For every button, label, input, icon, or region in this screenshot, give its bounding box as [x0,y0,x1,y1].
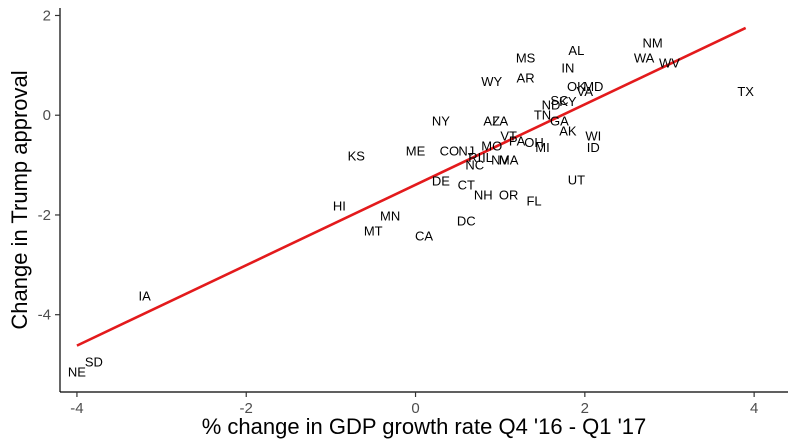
point-label-mi: MI [535,140,549,155]
point-label-id: ID [587,140,600,155]
axes [59,8,788,393]
x-axis-title: % change in GDP growth rate Q4 '16 - Q1 … [202,414,647,439]
point-label-nh: NH [474,188,493,203]
point-label-il: IL [482,150,493,165]
point-label-oh: OH [524,135,544,150]
point-label-tn: TN [534,108,551,123]
point-label-sd: SD [85,355,103,370]
plot-area [76,26,747,347]
point-label-nm: NM [642,35,662,50]
point-label-de: DE [432,174,450,189]
point-label-me: ME [406,144,426,159]
point-label-co: CO [440,144,460,159]
point-label-hi: HI [333,198,346,213]
point-label-ga: GA [550,114,569,129]
x-tick-label: 2 [581,400,589,417]
point-label-wi: WI [585,129,601,144]
point-label-ms: MS [516,50,536,65]
point-label-sc: SC [550,93,568,108]
point-label-ri: RI [468,150,481,165]
point-label-in: IN [561,60,574,75]
x-tick-label: -4 [70,400,83,417]
point-label-vt: VT [500,129,517,144]
point-label-wv: WV [659,55,680,70]
point-label-ca: CA [415,228,433,243]
y-tick-label: -4 [38,307,51,324]
point-label-md: MD [583,79,603,94]
point-label-tx: TX [737,84,754,99]
point-label-ut: UT [568,173,585,188]
point-label-nc: NC [465,158,484,173]
point-label-va: VA [577,84,594,99]
point-label-mo: MO [481,139,502,154]
point-label-wy: WY [481,74,502,89]
point-label-ct: CT [458,178,475,193]
point-label-mt: MT [364,223,383,238]
point-label-mn: MN [380,208,400,223]
point-label-la: LA [492,114,508,129]
point-label-nv: NV [491,153,509,168]
trend-line [76,26,747,347]
point-label-ny: NY [432,114,450,129]
point-label-ia: IA [139,288,152,303]
point-label-ks: KS [348,149,366,164]
x-tick-label: -2 [240,400,253,417]
y-tick-label: -2 [38,207,51,224]
point-label-ak: AK [559,124,577,139]
point-label-ar: AR [517,70,535,85]
ticks: -4 -2 0 2 4 -4 -2 0 2 [38,7,759,417]
x-tick-label: 4 [750,400,758,417]
point-label-nd: ND [542,98,561,113]
point-label-az: AZ [483,114,500,129]
point-label-al: AL [568,43,584,58]
point-label-ma: MA [499,153,519,168]
point-label-ky: KY [559,94,577,109]
y-tick-label: 0 [43,107,51,124]
point-label-ne: NE [68,365,86,380]
y-axis-title: Change in Trump approval [7,70,32,329]
point-label-ok: OK [567,79,586,94]
point-label-or: OR [499,188,519,203]
point-label-pa: PA [509,134,526,149]
point-label-fl: FL [526,193,541,208]
y-tick-label: 2 [43,7,51,24]
x-tick-label: 0 [411,400,419,417]
point-label-wa: WA [634,50,655,65]
point-label-nj: NJ [458,144,474,159]
point-label-dc: DC [457,213,476,228]
